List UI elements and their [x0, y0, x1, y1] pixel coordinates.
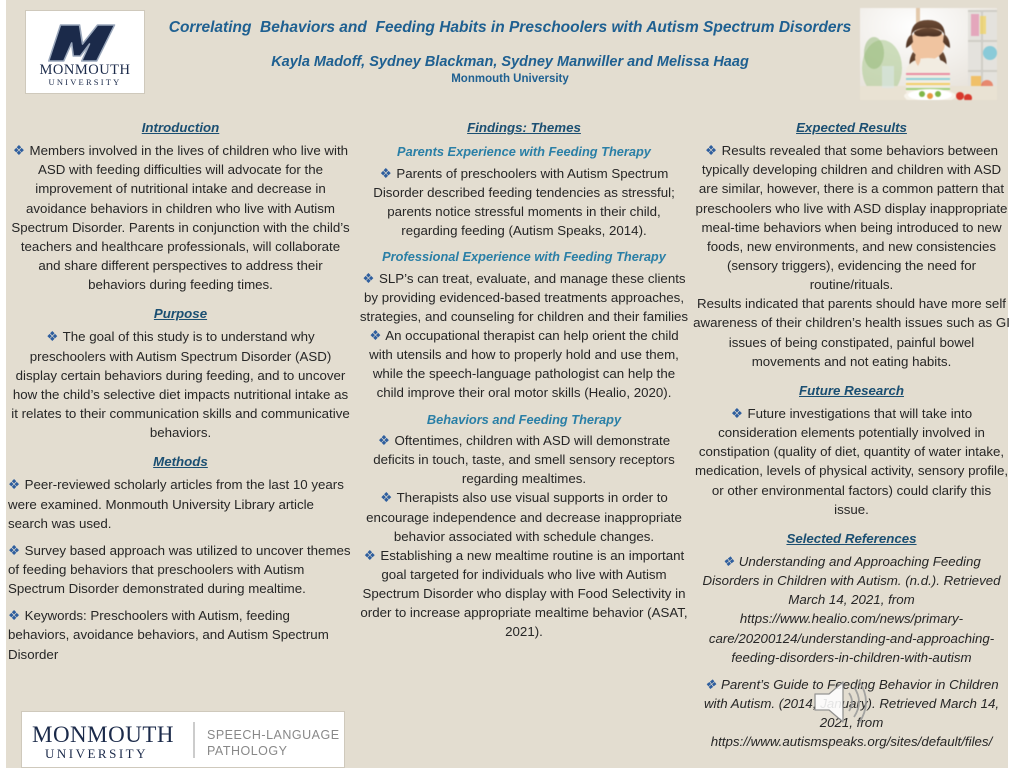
svg-text:UNIVERSITY: UNIVERSITY [45, 746, 148, 761]
svg-text:UNIVERSITY: UNIVERSITY [49, 77, 122, 87]
svg-text:MONMOUTH: MONMOUTH [32, 722, 174, 747]
svg-text:MONMOUTH: MONMOUTH [40, 62, 131, 78]
svg-text:PATHOLOGY: PATHOLOGY [207, 744, 288, 758]
svg-text:SPEECH-LANGUAGE: SPEECH-LANGUAGE [207, 728, 340, 742]
